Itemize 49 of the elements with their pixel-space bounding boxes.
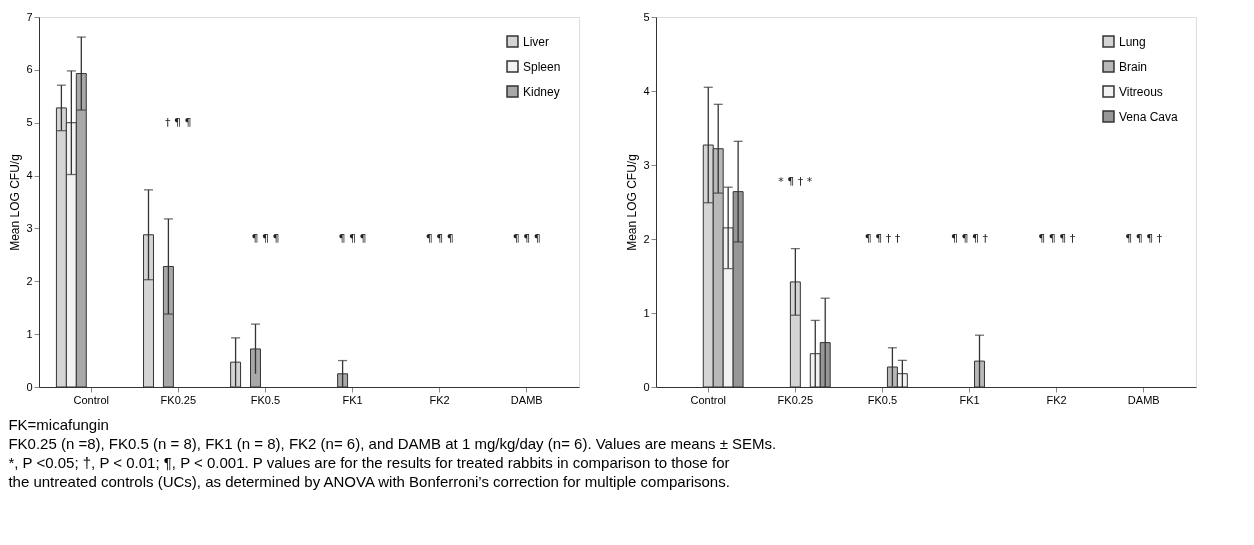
x-tick-label: DAMB <box>1127 393 1160 406</box>
text: *, P <0.05; †, P < 0.01; ¶, P < 0.001. P values are for the results for treated rabbits in comparison to those for <box>8 453 730 471</box>
y-tick-label: 2 <box>26 274 33 287</box>
x-tick-label: FK2 <box>1046 393 1067 406</box>
y-tick-label: 1 <box>643 306 650 319</box>
legend-label: Brain <box>1119 59 1148 74</box>
x-tick-label: FK1 <box>342 393 363 406</box>
annotation: * ¶ † * <box>778 175 813 189</box>
annotation: ¶ ¶ † † <box>864 232 901 245</box>
y-tick-label: 1 <box>26 327 33 340</box>
legend-label: Kidney <box>523 84 560 99</box>
x-tick-label: FK0.5 <box>250 393 281 406</box>
x-tick-label: Control <box>690 393 726 406</box>
legend-label: Liver <box>523 34 550 49</box>
annotation: ¶ ¶ ¶ † <box>951 232 989 245</box>
legend-label: Lung <box>1119 34 1146 49</box>
annotation: ¶ ¶ ¶ <box>338 232 367 245</box>
annotation: ¶ ¶ ¶ † <box>1125 232 1163 245</box>
x-tick-label: FK1 <box>959 393 980 406</box>
y-tick-label: 2 <box>643 232 650 245</box>
text: the untreated controls (UCs), as determined by ANOVA with Bonferroni’s correction for multiple comparisons. <box>8 472 730 490</box>
text: FK=micafungin <box>8 415 109 433</box>
legend-label: Vena Cava <box>1119 109 1179 124</box>
annotation: ¶ ¶ ¶ <box>251 232 280 245</box>
y-axis-title: Mean LOG CFU/g <box>625 154 640 251</box>
x-tick-label: FK0.5 <box>867 393 898 406</box>
annotation: † ¶ ¶ <box>165 116 192 130</box>
x-tick-label: FK0.25 <box>777 393 814 406</box>
y-tick-label: 3 <box>26 221 33 234</box>
y-tick-label: 3 <box>643 158 650 171</box>
y-tick-label: 7 <box>26 10 33 23</box>
annotation: ¶ ¶ ¶ <box>425 232 454 245</box>
annotation: ¶ ¶ ¶ † <box>1038 232 1076 245</box>
x-tick-label: DAMB <box>510 393 543 406</box>
y-tick-label: 0 <box>643 380 650 393</box>
y-tick-label: 5 <box>643 10 650 23</box>
y-tick-label: 0 <box>26 380 33 393</box>
legend-label: Vitreous <box>1119 84 1163 99</box>
x-tick-label: FK0.25 <box>160 393 197 406</box>
y-axis-title: Mean LOG CFU/g <box>8 154 23 251</box>
text: FK0.25 (n =8), FK0.5 (n = 8), FK1 (n = 8), FK2 (n= 6), and DAMB at 1 mg/kg/day (n= 6). Values are means ± SEMs. <box>8 434 777 452</box>
x-tick-label: FK2 <box>429 393 450 406</box>
y-tick-label: 4 <box>26 169 33 182</box>
x-tick-label: Control <box>73 393 109 406</box>
annotation: ¶ ¶ ¶ <box>512 232 541 245</box>
y-tick-label: 4 <box>643 84 650 97</box>
y-tick-label: 5 <box>26 116 33 129</box>
y-tick-label: 6 <box>26 63 33 76</box>
legend-label: Spleen <box>523 59 561 74</box>
